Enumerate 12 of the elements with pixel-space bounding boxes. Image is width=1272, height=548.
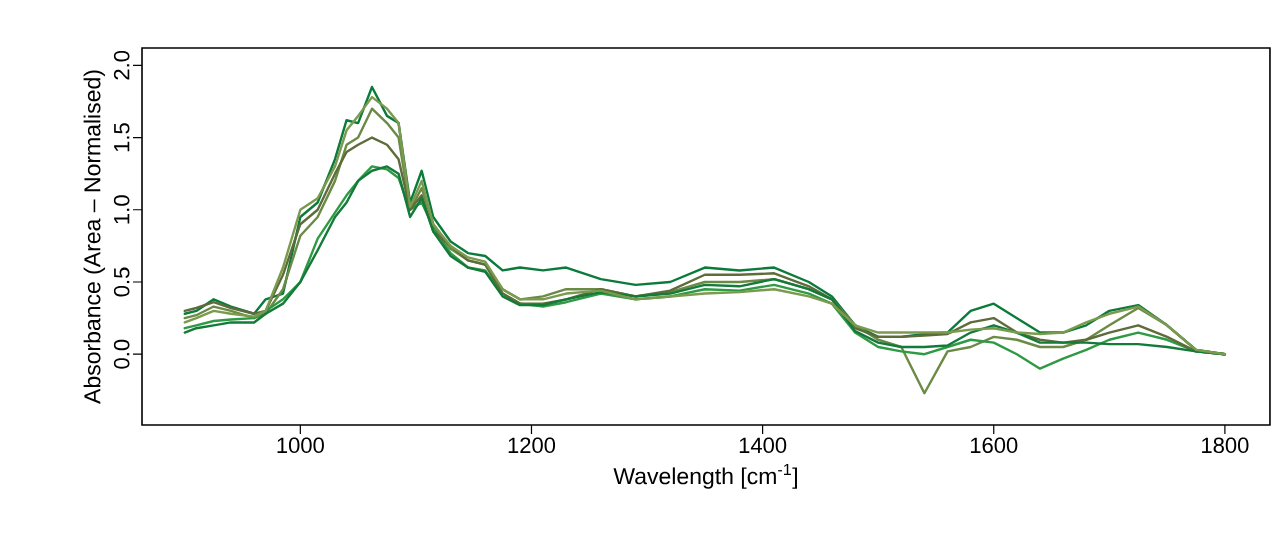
x-tick-label: 1200 [508, 437, 556, 454]
x-tick-label: 1800 [1202, 437, 1249, 454]
x-tick-label: 1600 [970, 437, 1018, 454]
x-axis-title: Wavelength [cm$^{-1}$] [613, 463, 797, 489]
y-tick-label: 1.5 [114, 123, 130, 152]
y-tick-label: 0.5 [113, 267, 130, 297]
y-tick-label: 0.0 [113, 339, 130, 369]
y-axis-title: Absorbance (Area – Normalised) [83, 70, 106, 404]
y-tick-label: 1.0 [113, 195, 130, 224]
y-tick-label: 2.0 [113, 50, 130, 80]
x-tick-label: 1400 [739, 437, 787, 454]
x-tick-label: 1000 [277, 437, 324, 454]
